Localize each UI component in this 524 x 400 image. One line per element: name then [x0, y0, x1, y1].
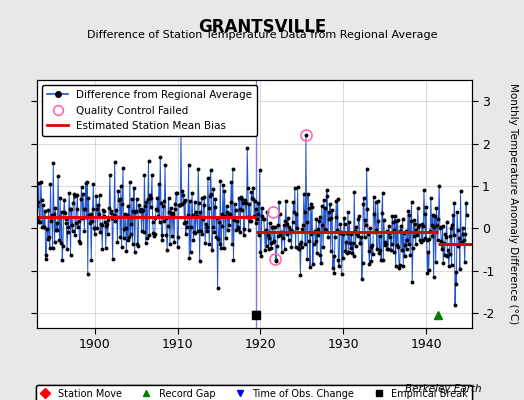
- Y-axis label: Monthly Temperature Anomaly Difference (°C): Monthly Temperature Anomaly Difference (…: [508, 83, 518, 325]
- Legend: Station Move, Record Gap, Time of Obs. Change, Empirical Break: Station Move, Record Gap, Time of Obs. C…: [37, 385, 472, 400]
- Text: GRANTSVILLE: GRANTSVILLE: [198, 18, 326, 36]
- Text: Difference of Station Temperature Data from Regional Average: Difference of Station Temperature Data f…: [87, 30, 437, 40]
- Text: Berkeley Earth: Berkeley Earth: [406, 384, 482, 394]
